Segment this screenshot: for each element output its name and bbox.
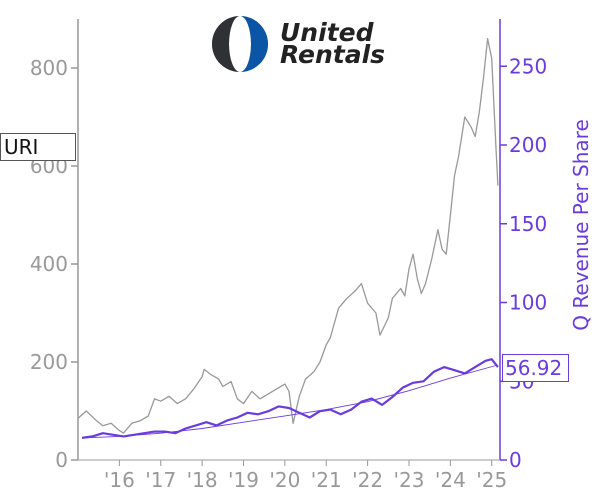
- x-tick-label: '25: [476, 468, 507, 492]
- right-tick-label: 0: [509, 448, 522, 472]
- left-tick-label: 200: [30, 350, 68, 374]
- x-tick-label: '21: [311, 468, 342, 492]
- logo-text-line2: Rentals: [280, 40, 385, 69]
- x-tick-label: '19: [228, 468, 259, 492]
- x-tick-label: '18: [187, 468, 218, 492]
- left-tick-label: 0: [55, 448, 68, 472]
- left-tick-label: 800: [30, 56, 68, 80]
- x-tick-label: '22: [352, 468, 383, 492]
- logo-text-line1: United: [280, 18, 375, 47]
- x-tick-label: '24: [435, 468, 466, 492]
- x-tick-label: '16: [104, 468, 135, 492]
- x-tick-label: '17: [145, 468, 176, 492]
- logo: United Rentals: [212, 16, 385, 72]
- right-tick-label: 150: [509, 212, 547, 236]
- last-value-label: 56.92: [502, 354, 569, 382]
- x-tick-label: '23: [394, 468, 425, 492]
- right-tick-label: 250: [509, 54, 547, 78]
- left-tick-label: 400: [30, 252, 68, 276]
- ticker-label: URI: [0, 133, 76, 161]
- series-layer: [77, 37, 499, 439]
- right-tick-label: 100: [509, 291, 547, 315]
- revenue-line: [81, 358, 499, 439]
- right-axis-ticks: 050100150200250: [500, 54, 547, 472]
- price-line: [77, 37, 499, 434]
- revenue-trend-line: [82, 365, 497, 439]
- logo-mark-icon: [212, 16, 268, 72]
- x-axis-ticks: '16 '17 '18 '19 '20 '21 '22 '23 '24 '25: [104, 460, 507, 492]
- right-tick-label: 200: [509, 133, 547, 157]
- x-tick-label: '20: [269, 468, 300, 492]
- right-axis-label: Q Revenue Per Share: [569, 119, 593, 331]
